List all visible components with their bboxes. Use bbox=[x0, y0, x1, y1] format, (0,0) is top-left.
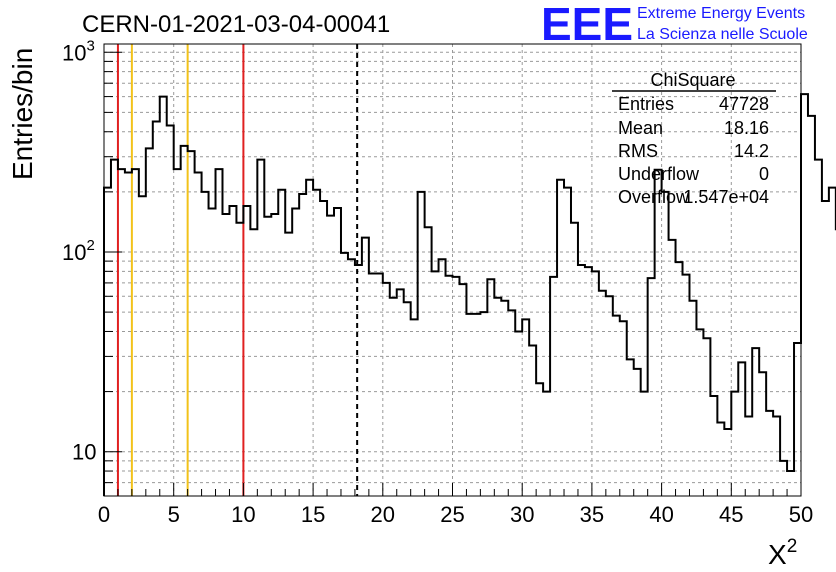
x-axis-label-exponent: 2 bbox=[787, 536, 798, 557]
x-tick-label: 40 bbox=[649, 502, 673, 527]
eee-logo-mark: EEE bbox=[541, 0, 633, 50]
y-tick-label-base: 10 bbox=[72, 440, 96, 465]
stats-title: ChiSquare bbox=[650, 70, 735, 90]
stats-label-entries: Entries bbox=[618, 94, 674, 114]
x-tick-label: 50 bbox=[789, 502, 813, 527]
y-axis-label: Entries/bin bbox=[7, 48, 38, 180]
y-tick-label-exponent: 2 bbox=[86, 237, 94, 254]
stats-value-mean: 18.16 bbox=[724, 118, 769, 138]
x-tick-label: 35 bbox=[580, 502, 604, 527]
stats-label-mean: Mean bbox=[618, 118, 663, 138]
stats-box: ChiSquare Entries 47728 Mean 18.16 RMS 1… bbox=[612, 70, 776, 207]
y-tick-label: 10 bbox=[72, 440, 96, 465]
x-axis-label-base: X bbox=[768, 539, 787, 570]
eee-logo-line2: La Scienza nelle Scuole bbox=[637, 26, 808, 43]
x-axis-label: X2 bbox=[768, 536, 797, 570]
stats-label-underflow: Underflow bbox=[618, 164, 700, 184]
x-tick-label: 25 bbox=[440, 502, 464, 527]
x-tick-label: 10 bbox=[231, 502, 255, 527]
stats-label-overflow: Overflow bbox=[618, 187, 690, 207]
y-tick-label-exponent: 3 bbox=[86, 37, 94, 54]
x-tick-label: 15 bbox=[301, 502, 325, 527]
y-tick-label: 102 bbox=[62, 237, 95, 265]
chart-title: CERN-01-2021-03-04-00041 bbox=[82, 11, 390, 38]
y-tick-label-base: 10 bbox=[62, 40, 86, 65]
stats-value-entries: 47728 bbox=[719, 94, 769, 114]
reference-lines bbox=[116, 44, 359, 496]
y-tick-label: 103 bbox=[62, 37, 95, 65]
y-tick-label-base: 10 bbox=[62, 240, 86, 265]
x-tick-label: 0 bbox=[98, 502, 110, 527]
x-tick-label: 20 bbox=[371, 502, 395, 527]
eee-logo-line1: Extreme Energy Events bbox=[637, 5, 805, 22]
x-tick-label: 45 bbox=[719, 502, 743, 527]
stats-value-overflow: 1.547e+04 bbox=[683, 187, 769, 207]
stats-value-underflow: 0 bbox=[759, 164, 769, 184]
x-tick-label: 5 bbox=[168, 502, 180, 527]
histogram-line bbox=[103, 93, 836, 496]
eee-logo: EEE Extreme Energy Events La Scienza nel… bbox=[541, 0, 808, 50]
x-tick-label: 30 bbox=[510, 502, 534, 527]
grid bbox=[104, 44, 801, 496]
stats-label-rms: RMS bbox=[618, 141, 658, 161]
stats-value-rms: 14.2 bbox=[734, 141, 769, 161]
